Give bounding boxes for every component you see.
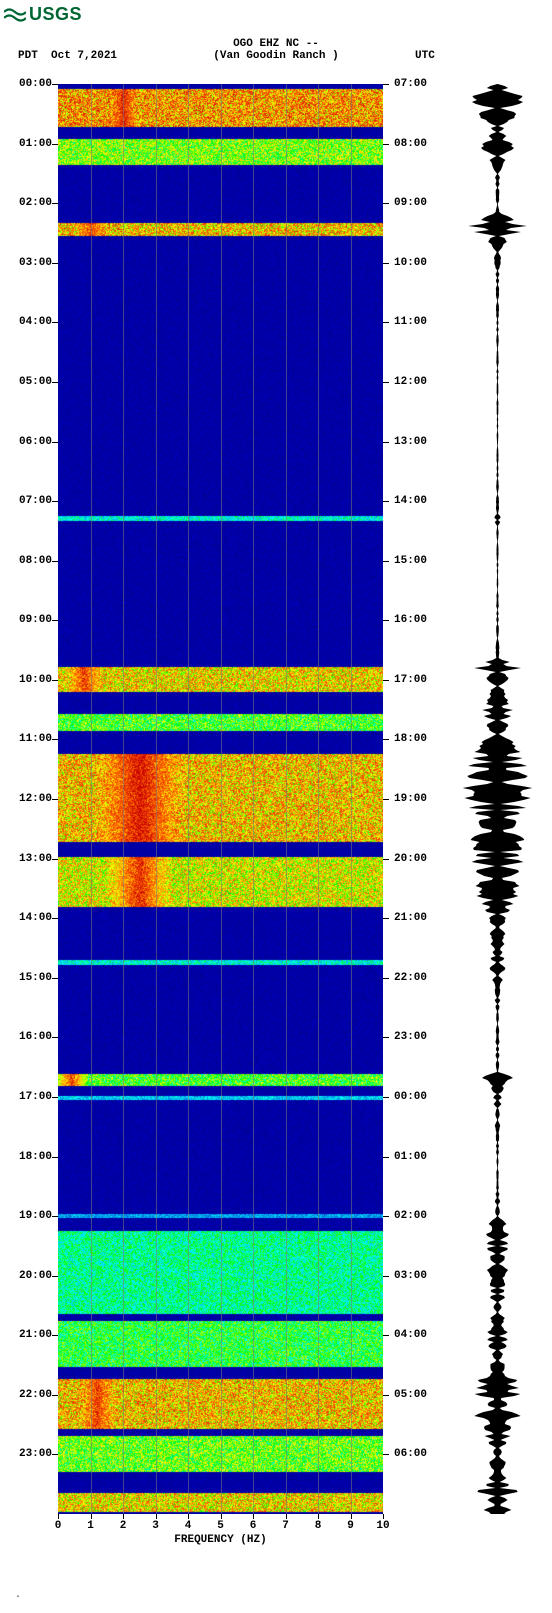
y-right-tick: 10:00 (394, 257, 427, 269)
y-left-tick: 09:00 (12, 614, 52, 626)
y-right-tick: 07:00 (394, 78, 427, 90)
y-right-tick: 18:00 (394, 733, 427, 745)
gridline (221, 84, 222, 1514)
x-axis-label: FREQUENCY (HZ) (58, 1534, 383, 1546)
y-right-tick: 16:00 (394, 614, 427, 626)
x-tick: 1 (87, 1520, 94, 1532)
gridline (91, 84, 92, 1514)
y-right-tick: 19:00 (394, 793, 427, 805)
y-left-tick: 23:00 (12, 1448, 52, 1460)
y-left-tick: 19:00 (12, 1210, 52, 1222)
x-tick: 3 (152, 1520, 159, 1532)
y-right-tick: 01:00 (394, 1151, 427, 1163)
y-right-tick: 22:00 (394, 972, 427, 984)
y-right-tick: 08:00 (394, 138, 427, 150)
station-code: OGO EHZ NC -- (0, 38, 552, 50)
y-right-tick: 15:00 (394, 555, 427, 567)
wave-icon (4, 7, 26, 23)
footer-mark: . (15, 1590, 21, 1601)
x-tick: 5 (217, 1520, 224, 1532)
y-left-tick: 07:00 (12, 495, 52, 507)
x-tick: 4 (185, 1520, 192, 1532)
y-left-tick: 03:00 (12, 257, 52, 269)
y-right-tick: 03:00 (394, 1270, 427, 1282)
gridline (253, 84, 254, 1514)
y-left-tick: 13:00 (12, 853, 52, 865)
y-right-tick: 09:00 (394, 197, 427, 209)
y-right-tick: 04:00 (394, 1329, 427, 1341)
y-left-tick: 06:00 (12, 436, 52, 448)
y-left-tick: 22:00 (12, 1389, 52, 1401)
y-left-tick: 01:00 (12, 138, 52, 150)
x-tick: 0 (55, 1520, 62, 1532)
y-right-tick: 02:00 (394, 1210, 427, 1222)
x-tick: 8 (315, 1520, 322, 1532)
gridline (286, 84, 287, 1514)
logo-text: USGS (29, 4, 82, 25)
x-tick: 9 (347, 1520, 354, 1532)
y-right-tick: 05:00 (394, 1389, 427, 1401)
tz-left-date: Oct 7,2021 (51, 50, 117, 62)
x-tick: 6 (250, 1520, 257, 1532)
y-left-tick: 16:00 (12, 1031, 52, 1043)
y-left-tick: 02:00 (12, 197, 52, 209)
y-right-tick: 12:00 (394, 376, 427, 388)
timezone-right: UTC (415, 50, 435, 62)
y-left-tick: 15:00 (12, 972, 52, 984)
y-left-tick: 18:00 (12, 1151, 52, 1163)
y-left-tick: 21:00 (12, 1329, 52, 1341)
x-tick: 10 (376, 1520, 389, 1532)
gridline (188, 84, 189, 1514)
spectrogram-plot (58, 84, 383, 1514)
y-left-tick: 17:00 (12, 1091, 52, 1103)
y-left-tick: 11:00 (12, 733, 52, 745)
y-left-tick: 14:00 (12, 912, 52, 924)
y-right-tick: 17:00 (394, 674, 427, 686)
y-left-tick: 04:00 (12, 316, 52, 328)
y-left-tick: 00:00 (12, 78, 52, 90)
gridline (156, 84, 157, 1514)
y-left-tick: 08:00 (12, 555, 52, 567)
usgs-logo: USGS (4, 4, 82, 25)
y-right-tick: 20:00 (394, 853, 427, 865)
y-axis-left: 00:0001:0002:0003:0004:0005:0006:0007:00… (12, 84, 56, 1514)
timezone-left: PDT Oct 7,2021 (18, 50, 117, 62)
x-tick: 7 (282, 1520, 289, 1532)
y-axis-right: 07:0008:0009:0010:0011:0012:0013:0014:00… (388, 84, 438, 1514)
y-right-tick: 21:00 (394, 912, 427, 924)
waveform-trace (450, 84, 545, 1514)
x-tick: 2 (120, 1520, 127, 1532)
y-left-tick: 10:00 (12, 674, 52, 686)
tz-left-label: PDT (18, 50, 38, 62)
y-left-tick: 12:00 (12, 793, 52, 805)
gridline (351, 84, 352, 1514)
y-right-tick: 14:00 (394, 495, 427, 507)
y-right-tick: 00:00 (394, 1091, 427, 1103)
y-right-tick: 23:00 (394, 1031, 427, 1043)
y-right-tick: 11:00 (394, 316, 427, 328)
y-left-tick: 05:00 (12, 376, 52, 388)
y-right-tick: 13:00 (394, 436, 427, 448)
gridline (123, 84, 124, 1514)
y-left-tick: 20:00 (12, 1270, 52, 1282)
y-right-tick: 06:00 (394, 1448, 427, 1460)
gridline (318, 84, 319, 1514)
